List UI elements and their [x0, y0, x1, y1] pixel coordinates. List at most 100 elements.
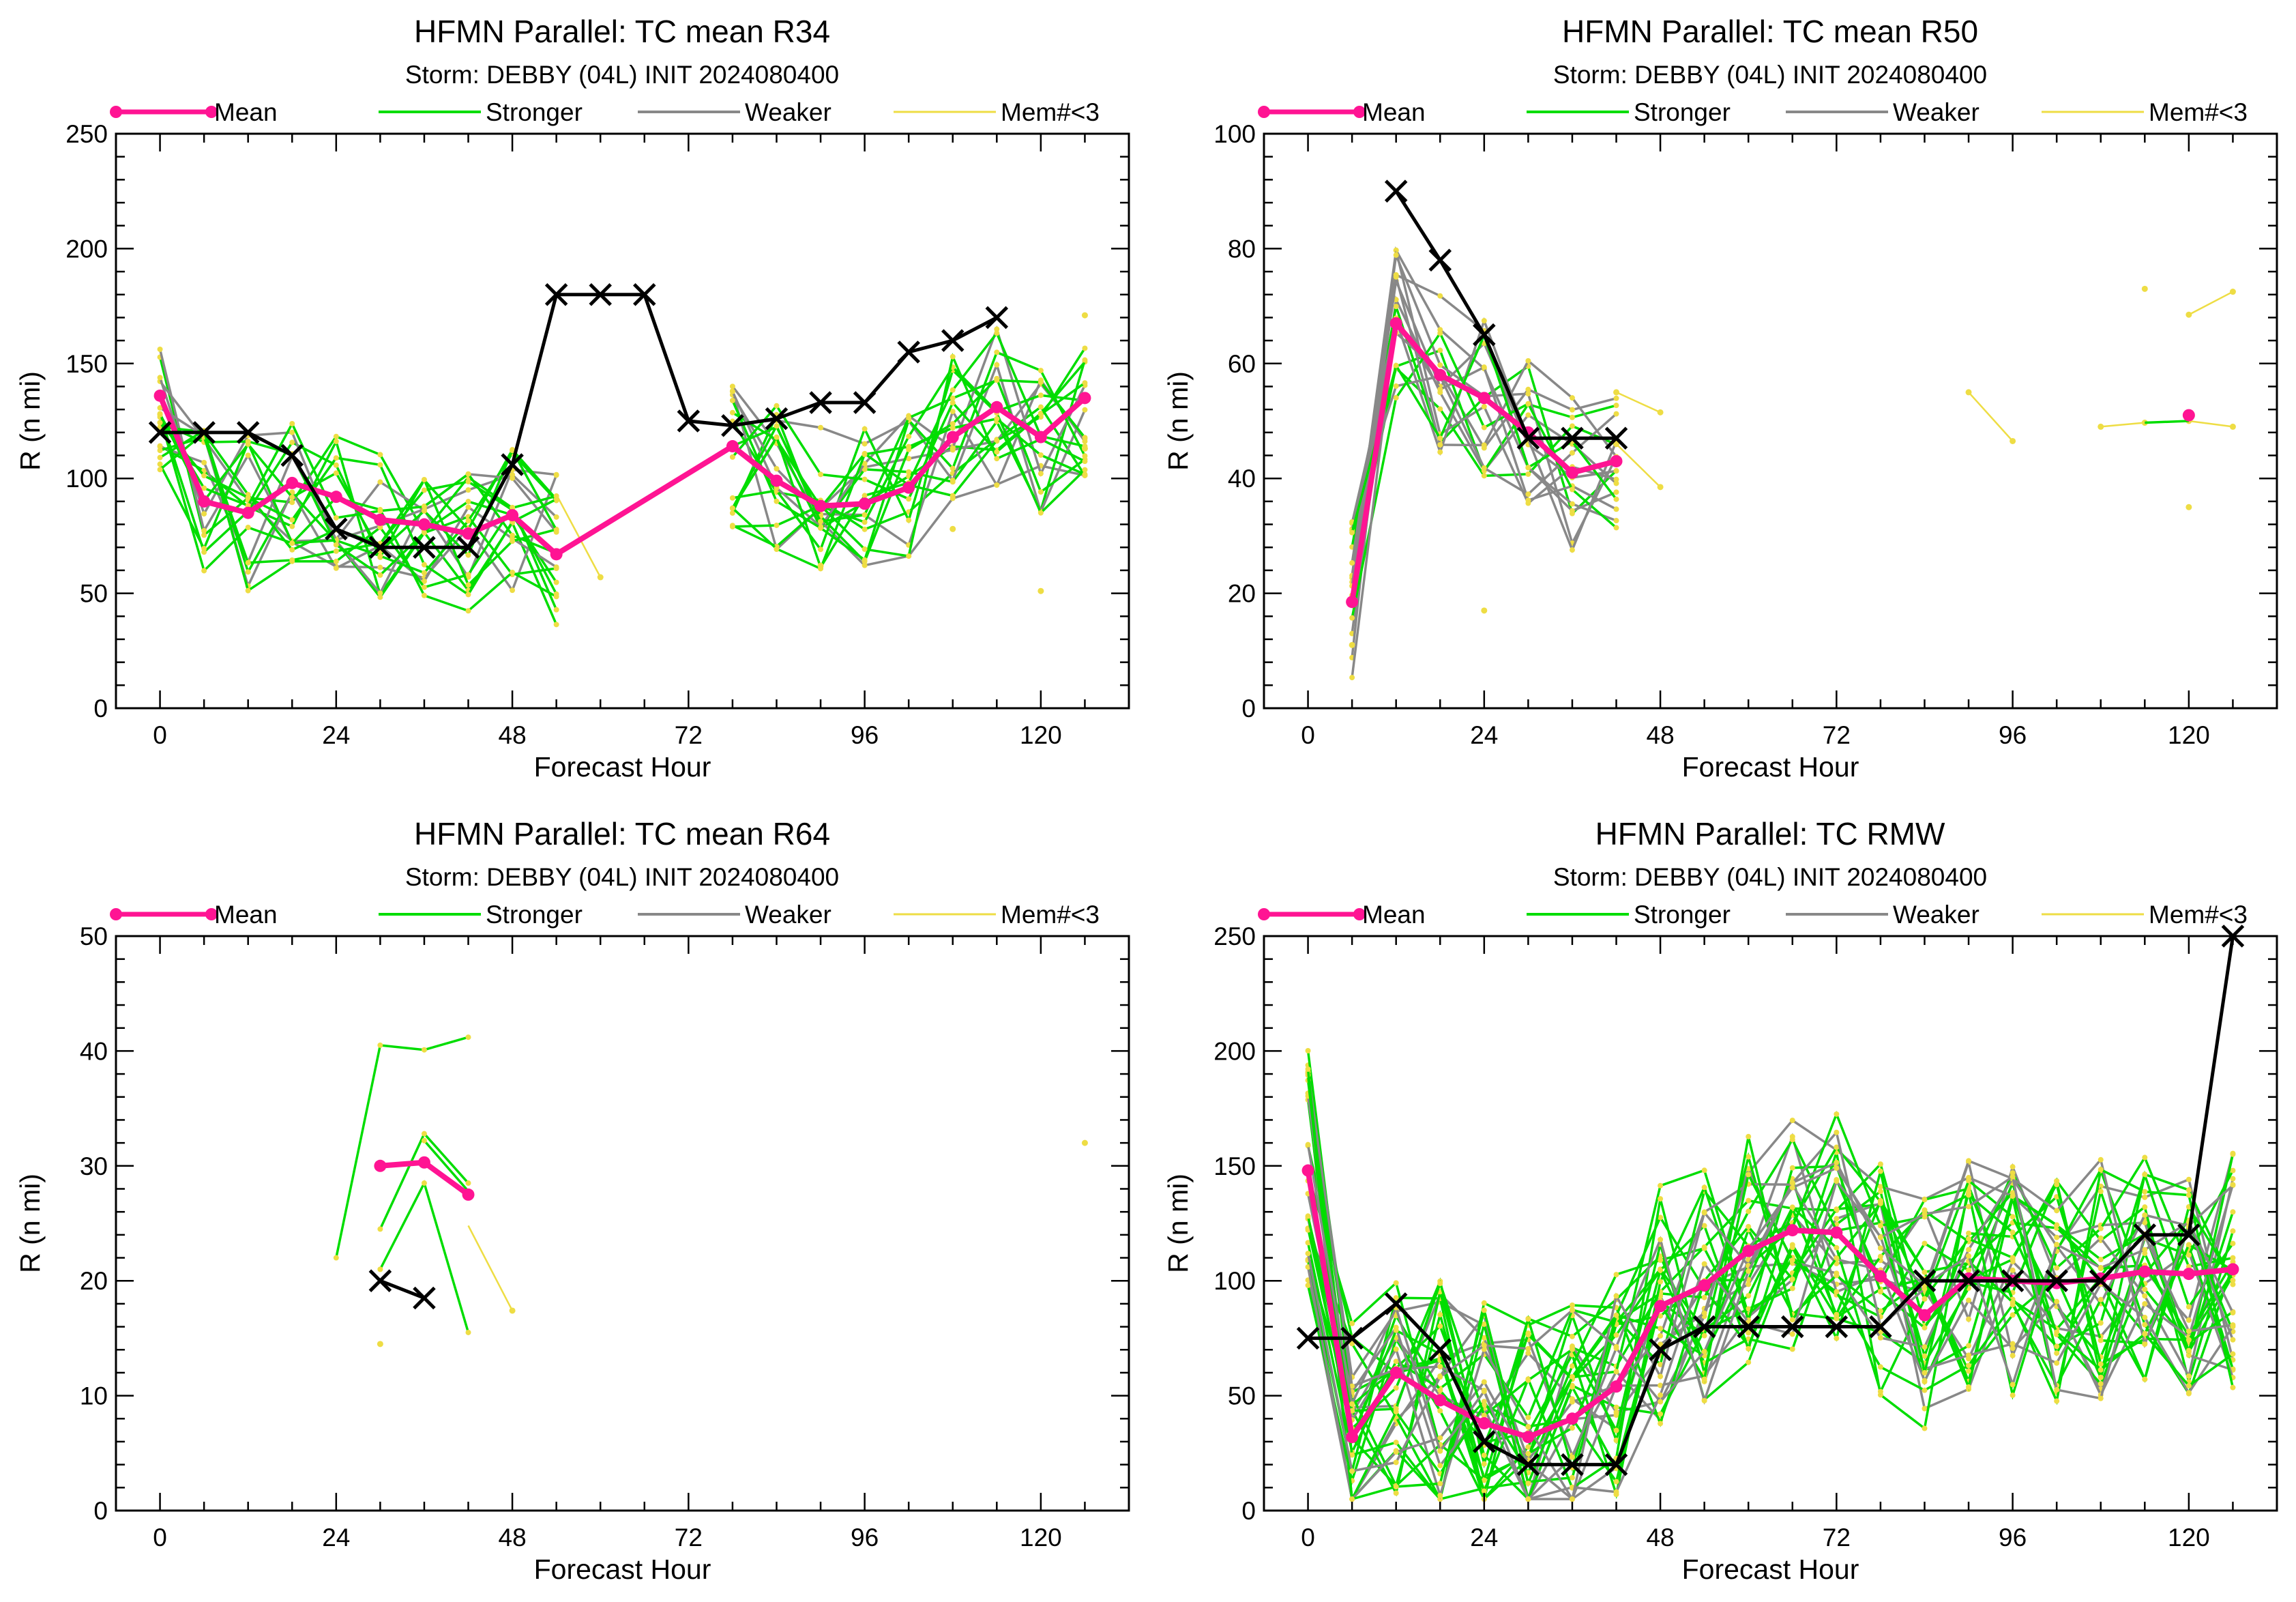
- ensemble-member-point: [2010, 1170, 2016, 1176]
- ensemble-member-point: [1569, 1425, 1575, 1431]
- ensemble-member-point: [862, 441, 868, 447]
- ensemble-member-point: [2185, 1383, 2192, 1389]
- ensemble-member-point: [157, 467, 163, 473]
- plot-frame: [1263, 132, 2278, 710]
- mem-lt3-point: [1613, 389, 1620, 396]
- ensemble-member-point: [1922, 1197, 1928, 1203]
- legend-mean-marker: [205, 106, 218, 118]
- ensemble-member-point: [1613, 1272, 1619, 1278]
- ensemble-member-point: [377, 525, 383, 531]
- ensemble-member-point: [1569, 1496, 1575, 1502]
- ensemble-member-point: [2230, 1167, 2236, 1174]
- ensemble-member-point: [1966, 1204, 1972, 1210]
- ensemble-member-point: [2010, 1352, 2016, 1358]
- x-tick-label: 48: [499, 721, 527, 749]
- ensemble-member-point: [818, 519, 824, 525]
- ensemble-member-point: [510, 448, 516, 454]
- ensemble-member-line: [1306, 1144, 2233, 1502]
- y-tick-label: 20: [1228, 580, 1256, 608]
- x-tick-label: 0: [1301, 1524, 1315, 1552]
- ensemble-member-point: [2098, 1167, 2104, 1173]
- mean-point: [286, 476, 299, 489]
- ensemble-member-point: [1082, 380, 1088, 386]
- best-track-marker: [1516, 1453, 1540, 1476]
- ensemble-member-point: [1393, 1327, 1399, 1333]
- ensemble-member-point: [157, 405, 163, 411]
- ensemble-member-point: [1305, 1282, 1311, 1288]
- ensemble-member-point: [1525, 358, 1531, 364]
- mean-point: [241, 506, 254, 519]
- ensemble-member-point: [1922, 1425, 1928, 1431]
- ensemble-member-point: [1481, 1461, 1487, 1467]
- mean-point: [1034, 431, 1047, 443]
- legend-weaker-label: Weaker: [1893, 901, 1979, 929]
- ensemble-member-point: [1966, 1343, 1972, 1349]
- mean-point: [462, 1188, 475, 1201]
- mean-point: [462, 527, 475, 540]
- y-axis-label: R (n mi): [14, 1174, 46, 1273]
- chart-title: HFMN Parallel: TC mean R50: [1562, 14, 1978, 49]
- ensemble-member-point: [1037, 368, 1044, 374]
- ensemble-member-point: [1701, 1348, 1707, 1354]
- ensemble-member-point: [2185, 1187, 2192, 1193]
- ensemble-member-point: [2010, 1302, 2016, 1308]
- ensemble-member-point: [1701, 1397, 1707, 1403]
- ensemble-member-point: [157, 454, 163, 461]
- legend-mean-marker: [1258, 106, 1270, 118]
- ensemble-member-point: [1525, 1350, 1531, 1356]
- ensemble-member-point: [1877, 1308, 1883, 1314]
- ensemble-member-point: [2054, 1386, 2060, 1393]
- ensemble-member-point: [729, 388, 735, 394]
- ensemble-member-point: [1481, 1335, 1487, 1341]
- ensemble-member-point: [553, 514, 559, 520]
- mean-point: [417, 1156, 430, 1169]
- ensemble-member-point: [1966, 1267, 1972, 1273]
- ensemble-member-point: [1701, 1332, 1707, 1339]
- x-axis-label: Forecast Hour: [534, 751, 711, 783]
- ensemble-member-point: [245, 569, 251, 575]
- ensemble-member-point: [1613, 1404, 1619, 1410]
- x-tick-label: 72: [1823, 1524, 1851, 1552]
- ensemble-member-point: [1481, 1477, 1487, 1483]
- legend-weaker-label: Weaker: [745, 98, 831, 126]
- best-track-marker: [544, 282, 568, 306]
- chart-subtitle: Storm: DEBBY (04L) INIT 2024080400: [1553, 61, 1987, 89]
- ensemble-member-point: [1922, 1406, 1928, 1412]
- best-track-marker: [1957, 1269, 1980, 1292]
- ensemble-member-point: [2098, 1374, 2104, 1380]
- y-tick-label: 150: [65, 350, 108, 378]
- ensemble-member-point: [2230, 1176, 2236, 1182]
- ensemble-member-point: [994, 377, 1000, 383]
- ensemble-member-point: [2054, 1182, 2060, 1188]
- ensemble-member-point: [2054, 1298, 2060, 1305]
- ensemble-member-point: [333, 548, 339, 554]
- ensemble-member-point: [333, 542, 339, 548]
- ensemble-member-point: [1437, 293, 1443, 299]
- ensemble-member-point: [1305, 1141, 1311, 1148]
- ensemble-member-line: [1351, 317, 1618, 678]
- ensemble-member-point: [1481, 1452, 1487, 1458]
- ensemble-member-point: [2142, 1322, 2148, 1328]
- ensemble-member-point: [421, 562, 427, 568]
- x-tick-label: 24: [322, 1524, 350, 1552]
- ensemble-member-point: [1437, 1435, 1443, 1441]
- mem-lt3-point: [377, 1341, 383, 1348]
- ensemble-member-point: [1834, 1165, 1840, 1171]
- ensemble-member-point: [2054, 1208, 2060, 1214]
- ensemble-member-point: [2098, 1189, 2104, 1195]
- ensemble-member-point: [553, 527, 559, 533]
- chart-subtitle: Storm: DEBBY (04L) INIT 2024080400: [405, 61, 839, 89]
- best-track-marker: [413, 1286, 436, 1310]
- ensemble-member-point: [2185, 1192, 2192, 1198]
- y-tick-label: 100: [1213, 120, 1256, 148]
- legend-mean-marker: [205, 908, 218, 920]
- ensemble-member-point: [157, 448, 163, 454]
- ensemble-member-point: [2230, 1310, 2236, 1316]
- legend-mean-label: Mean: [214, 901, 278, 929]
- ensemble-member-point: [862, 557, 868, 563]
- ensemble-member-point: [1569, 486, 1575, 493]
- mem-lt3-line: [2188, 291, 2234, 316]
- ensemble-member-point: [1746, 1223, 1752, 1229]
- ensemble-member-point: [157, 375, 163, 381]
- best-track-marker: [2045, 1269, 2068, 1292]
